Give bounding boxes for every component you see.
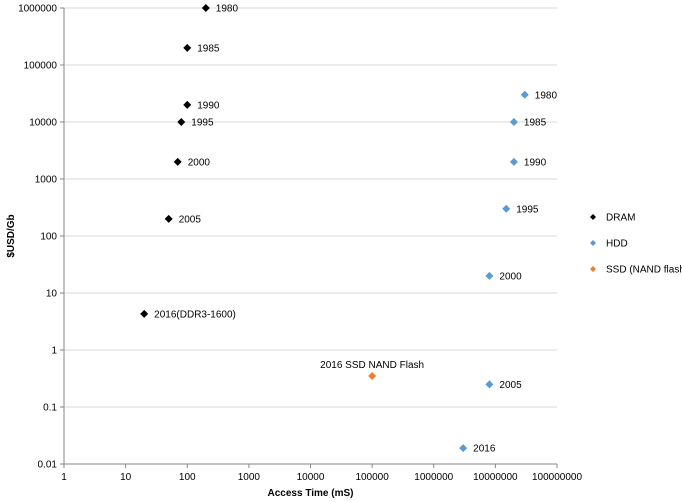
x-tick-label: 1000 xyxy=(238,472,261,483)
legend-label-hdd: HDD xyxy=(606,239,628,250)
dram-point xyxy=(173,157,182,166)
dram-data-label: 1985 xyxy=(197,43,220,54)
x-tick-label: 1 xyxy=(61,472,67,483)
legend: DRAM HDD SSD (NAND flash) xyxy=(590,213,682,276)
ssd-nand-flash-data-label: 2016 SSD NAND Flash xyxy=(320,360,424,371)
dram-point xyxy=(164,214,173,223)
hdd-data-label: 2005 xyxy=(499,380,522,391)
hdd-point xyxy=(459,444,468,453)
dram-point xyxy=(177,118,186,126)
dram-data-label: 1990 xyxy=(197,100,220,111)
hdd-point xyxy=(502,204,511,213)
legend-label-dram: DRAM xyxy=(606,213,635,224)
hdd-point xyxy=(509,157,518,166)
dram-data-label: 1980 xyxy=(216,4,239,15)
grid-lines xyxy=(64,7,557,465)
hdd-data-label: 2016 xyxy=(473,444,496,455)
y-tick-labels: 0.01 0.1 1 10 100 1000 10000 100000 1000000 xyxy=(18,4,57,471)
legend-marker-hdd xyxy=(590,240,596,246)
legend-marker-ssd-nand-flash xyxy=(590,266,596,272)
dram-data-label: 2000 xyxy=(188,157,211,168)
dram-point xyxy=(183,100,192,109)
hdd-data-label: 1980 xyxy=(535,90,558,101)
y-tick-label: 10000 xyxy=(29,118,57,129)
y-tick-label: 10 xyxy=(46,289,58,300)
ssd-nand-flash-point xyxy=(368,371,377,380)
x-tick-label: 100000000 xyxy=(532,472,582,483)
legend-label-ssd-nand-flash: SSD (NAND flash) xyxy=(606,265,682,276)
hdd-data-label: 2000 xyxy=(499,271,522,282)
dram-point xyxy=(140,309,149,318)
hdd-point xyxy=(520,90,529,99)
legend-marker-dram xyxy=(590,214,596,220)
x-tick-label: 100000 xyxy=(355,472,389,483)
dram-point xyxy=(183,43,192,52)
y-tick-label: 0.1 xyxy=(43,403,57,414)
hdd-point xyxy=(485,380,494,389)
hdd-data-label: 1995 xyxy=(516,204,539,215)
hdd-point xyxy=(485,271,494,280)
hdd-data-label: 1985 xyxy=(524,118,547,129)
y-tick-label: 1000 xyxy=(35,175,58,186)
x-axis-title: Access Time (mS) xyxy=(268,488,354,499)
y-tick-label: 100000 xyxy=(24,61,58,72)
x-tick-label: 100 xyxy=(179,472,196,483)
dram-data-label: 2005 xyxy=(179,214,202,225)
data-labels: 1980 1985 1990 1995 2000 2005 2016(DDR3-1600) 1… xyxy=(154,4,557,455)
hdd-point xyxy=(509,118,518,126)
dram-data-label: 1995 xyxy=(191,118,214,129)
y-tick-label: 100 xyxy=(40,232,57,243)
x-tick-labels: 1 10 100 1000 10000 100000 1000000 10000000 1000… xyxy=(61,472,582,483)
axes xyxy=(60,7,558,468)
hdd-data-label: 1990 xyxy=(524,157,547,168)
x-tick-label: 1000000 xyxy=(414,472,453,483)
x-tick-label: 10 xyxy=(120,472,132,483)
data-points xyxy=(140,4,529,453)
y-axis-title: $USD/Gb xyxy=(6,214,17,257)
x-tick-label: 10000 xyxy=(297,472,325,483)
dram-data-label: 2016(DDR3-1600) xyxy=(154,309,236,320)
y-tick-label: 1000000 xyxy=(18,4,57,15)
dram-point xyxy=(201,4,210,12)
y-tick-label: 0.01 xyxy=(38,460,58,471)
x-tick-label: 10000000 xyxy=(473,472,518,483)
y-tick-label: 1 xyxy=(51,346,57,357)
